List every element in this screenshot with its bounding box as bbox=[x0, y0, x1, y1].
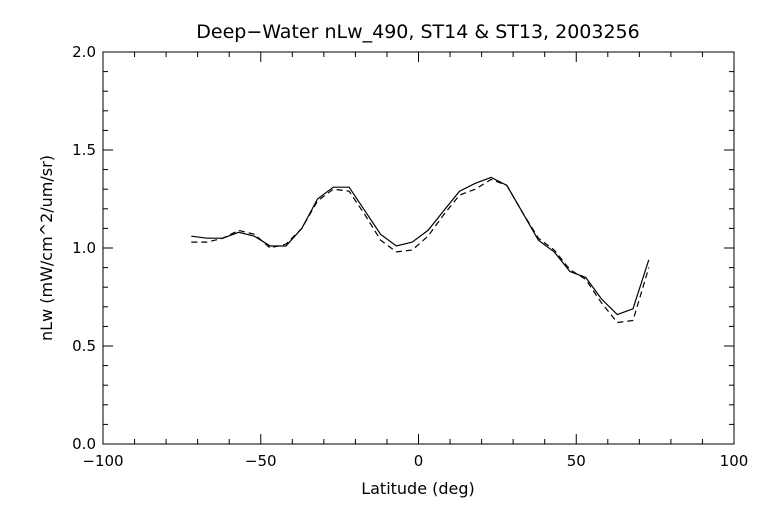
y-tick-label: 0.5 bbox=[72, 337, 96, 355]
x-tick-label: 50 bbox=[567, 452, 586, 470]
axis-ticks bbox=[102, 51, 735, 445]
tick-labels: −100 −50 0 50 100 0.0 0.5 1.0 1.5 2.0 bbox=[72, 43, 748, 470]
x-tick-label: −100 bbox=[82, 452, 123, 470]
y-tick-label: 2.0 bbox=[72, 43, 96, 61]
plot-frame bbox=[102, 51, 735, 445]
chart-title: Deep−Water nLw_490, ST14 & ST13, 2003256 bbox=[196, 21, 640, 43]
series-line-dashed bbox=[191, 178, 650, 324]
y-tick-label: 0.0 bbox=[72, 435, 96, 453]
x-axis-label: Latitude (deg) bbox=[361, 479, 475, 498]
x-tick-label: −50 bbox=[245, 452, 277, 470]
y-axis-label: nLw (mW/cm^2/um/sr) bbox=[37, 155, 56, 341]
series-line-solid bbox=[191, 176, 650, 316]
x-tick-label: 0 bbox=[414, 452, 424, 470]
y-tick-label: 1.5 bbox=[72, 141, 96, 159]
series-lines bbox=[191, 176, 650, 324]
x-tick-label: 100 bbox=[720, 452, 749, 470]
y-tick-label: 1.0 bbox=[72, 239, 96, 257]
